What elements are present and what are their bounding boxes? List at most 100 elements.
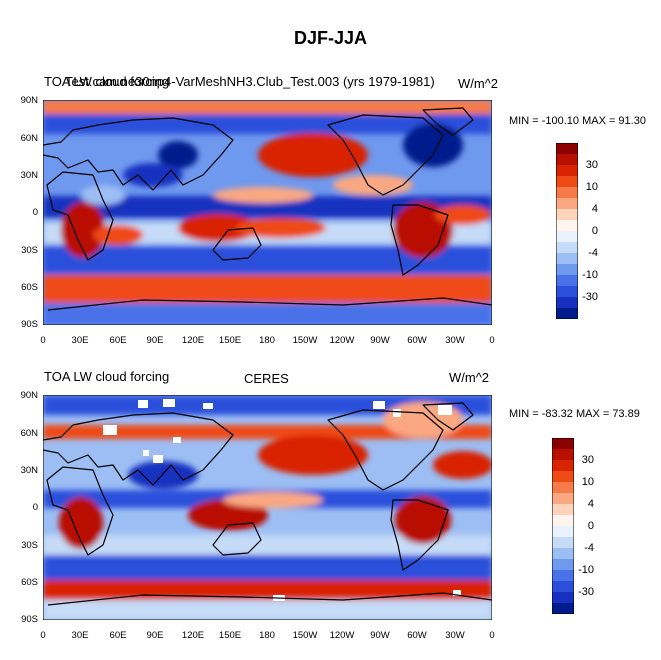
p2-lon-label: 120W bbox=[329, 630, 355, 641]
colorbar-swatch bbox=[556, 308, 578, 319]
panel-1-min-max: MIN = -100.10 MAX = 91.30 bbox=[509, 115, 646, 127]
panel-2-map bbox=[43, 395, 492, 620]
colorbar-swatch bbox=[556, 165, 578, 177]
p2-colorbar-label: -30 bbox=[578, 586, 594, 598]
p2-lon-label: 0 bbox=[489, 630, 495, 641]
p2-lon-label: 0 bbox=[40, 630, 46, 641]
coastlines bbox=[43, 402, 492, 606]
colorbar-swatch bbox=[552, 438, 574, 450]
p2-lon-label: 150E bbox=[218, 630, 242, 641]
colorbar-swatch bbox=[552, 559, 574, 571]
p2-lat-label: 60N bbox=[20, 428, 38, 439]
panel-1-units: W/m^2 bbox=[458, 76, 499, 91]
p2-colorbar-label: 0 bbox=[587, 520, 594, 532]
p2-lon-label: 90E bbox=[146, 630, 164, 641]
p1-lat-label: 60S bbox=[21, 282, 38, 293]
panel-1-center-title: Test.cam.ne30np4-VarMeshNH3.Club_Test.00… bbox=[65, 74, 435, 89]
colorbar-swatch bbox=[552, 603, 574, 614]
panel-2-center-title: CERES bbox=[244, 371, 289, 386]
p2-lon-label: 30E bbox=[71, 630, 89, 641]
p2-lon-label: 180 bbox=[259, 630, 275, 641]
colorbar-swatch bbox=[552, 515, 574, 527]
panel-2-min-max: MIN = -83.32 MAX = 73.89 bbox=[509, 408, 640, 420]
p1-lon-label: 180 bbox=[259, 335, 275, 346]
p1-lat-label: 30N bbox=[20, 170, 38, 181]
colorbar-swatch bbox=[552, 537, 574, 549]
colorbar-swatch bbox=[556, 264, 578, 276]
p2-lat-label: 30S bbox=[21, 540, 38, 551]
panel-2-left-title: TOA LW cloud forcing bbox=[44, 369, 170, 384]
p1-lon-label: 150E bbox=[218, 335, 242, 346]
p1-colorbar-label: -10 bbox=[582, 269, 598, 281]
colorbar-swatch bbox=[552, 504, 574, 516]
p2-lon-label: 90W bbox=[370, 630, 390, 641]
panel-2-colorbar bbox=[552, 438, 574, 614]
colorbar-swatch bbox=[556, 286, 578, 298]
colorbar-swatch bbox=[556, 198, 578, 210]
colorbar-swatch bbox=[552, 581, 574, 593]
p2-lat-label: 60S bbox=[21, 577, 38, 588]
p1-colorbar-label: -4 bbox=[588, 247, 598, 259]
p1-lon-label: 60W bbox=[407, 335, 427, 346]
p1-colorbar-label: 10 bbox=[585, 181, 598, 193]
p2-lat-label: 90N bbox=[20, 390, 38, 401]
colorbar-swatch bbox=[552, 460, 574, 472]
colorbar-swatch bbox=[556, 187, 578, 199]
panel-1-left-title: TOA LW cloud forcing bbox=[44, 74, 170, 89]
p1-colorbar-label: 30 bbox=[585, 159, 598, 171]
coastlines bbox=[43, 107, 492, 311]
p2-lon-label: 60W bbox=[407, 630, 427, 641]
p2-lat-label: 30N bbox=[20, 465, 38, 476]
colorbar-swatch bbox=[552, 471, 574, 483]
p1-lat-label: 90N bbox=[20, 95, 38, 106]
p1-lon-label: 30E bbox=[71, 335, 89, 346]
colorbar-swatch bbox=[556, 297, 578, 309]
colorbar-swatch bbox=[552, 482, 574, 494]
colorbar-swatch bbox=[556, 143, 578, 155]
p2-colorbar-label: 10 bbox=[581, 476, 594, 488]
p2-lat-label: 0 bbox=[32, 502, 38, 513]
panel-1: TOA LW cloud forcing Test.cam.ne30np4-Va… bbox=[43, 74, 646, 325]
p2-colorbar-label: 30 bbox=[581, 454, 594, 466]
p1-lon-label: 150W bbox=[292, 335, 318, 346]
colorbar-swatch bbox=[556, 154, 578, 166]
p2-colorbar-label: -4 bbox=[584, 542, 594, 554]
p2-colorbar-label: -10 bbox=[578, 564, 594, 576]
colorbar-1-swatches bbox=[556, 143, 578, 319]
p1-colorbar-label: 4 bbox=[591, 203, 598, 215]
p1-lon-label: 120W bbox=[329, 335, 355, 346]
colorbar-swatch bbox=[552, 548, 574, 560]
p1-lon-label: 120E bbox=[181, 335, 205, 346]
colorbar-swatch bbox=[552, 570, 574, 582]
p2-colorbar-label: 4 bbox=[587, 498, 594, 510]
p1-colorbar-label: -30 bbox=[582, 291, 598, 303]
colorbar-swatch bbox=[556, 275, 578, 287]
p1-lat-label: 90S bbox=[21, 319, 38, 330]
p2-lon-label: 120E bbox=[181, 630, 205, 641]
p1-colorbar-label: 0 bbox=[591, 225, 598, 237]
panel-2-units: W/m^2 bbox=[449, 370, 490, 385]
p1-lon-label: 0 bbox=[40, 335, 46, 346]
p1-lat-label: 30S bbox=[21, 245, 38, 256]
p1-lon-label: 90E bbox=[146, 335, 164, 346]
colorbar-2-swatches bbox=[552, 438, 574, 614]
p2-lon-label: 60E bbox=[109, 630, 127, 641]
p1-lat-label: 0 bbox=[32, 207, 38, 218]
figure-title: DJF-JJA bbox=[293, 28, 368, 48]
p2-lon-label: 150W bbox=[292, 630, 318, 641]
colorbar-swatch bbox=[556, 209, 578, 221]
panel-1-colorbar bbox=[556, 143, 578, 319]
colorbar-swatch bbox=[552, 526, 574, 538]
colorbar-swatch bbox=[556, 176, 578, 188]
colorbar-swatch bbox=[552, 592, 574, 604]
colorbar-swatch bbox=[556, 242, 578, 254]
colorbar-swatch bbox=[556, 231, 578, 243]
p2-lon-label: 30W bbox=[445, 630, 465, 641]
panel-2: TOA LW cloud forcing CERES W/m^2 MIN = -… bbox=[0, 345, 661, 660]
colorbar-swatch bbox=[552, 493, 574, 505]
p1-lon-label: 30W bbox=[445, 335, 465, 346]
p1-lon-label: 60E bbox=[109, 335, 127, 346]
p2-lat-label: 90S bbox=[21, 614, 38, 625]
panel-1-map bbox=[43, 100, 492, 325]
colorbar-swatch bbox=[556, 253, 578, 265]
